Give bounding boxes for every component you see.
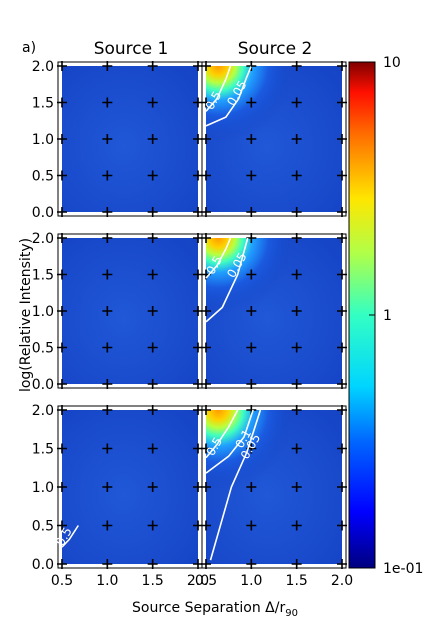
y-tick-label: 0.0 [32,205,54,221]
panel-row2-source2: 0.5 0.05 [201,233,347,389]
contour-0.05 [205,65,253,127]
grid-cross [246,342,257,353]
grid-cross [147,97,158,108]
grid-cross [102,170,113,181]
x-tick-label: 2.0 [331,573,353,589]
x-tick-label: 2.0 [187,573,209,589]
grid-cross [246,97,257,108]
y-tick-label: 0.0 [32,377,54,393]
y-tick-label: 0.5 [32,519,54,535]
grid-cross [147,482,158,492]
x-tick-label: 0.5 [51,573,73,589]
grid-cross [291,342,302,353]
grid-cross [246,134,257,144]
y-axis-label: log(Relative Intensity) [18,238,34,392]
grid-cross [246,306,257,316]
grid-cross [291,443,302,454]
y-tick-label: 2.0 [32,403,54,419]
grid-cross [246,269,257,280]
panel-label: a) [22,40,36,56]
colorbar-tick-label: 1e-01 [383,561,423,577]
y-tick-label: 1.0 [32,480,54,496]
grid-cross [147,520,158,531]
hotspot [206,238,288,319]
x-axes: 0.5 1.0 1.5 2.00.5 1.0 1.5 2.0 [51,573,353,589]
contour-0.05 [209,409,262,561]
grid-cross [147,342,158,353]
colorbar-tick-label: 1 [383,308,392,324]
y-tick-label: 0.5 [32,169,54,185]
y-axes: 0.0 0.5 1.0 1.5 2.0 0.0 0.5 1.0 1.5 2.0 0.0 0.5 1.0 1… [32,59,54,573]
grid-cross [246,520,257,531]
column-title-source-2: Source 2 [238,39,313,59]
heatmap-field [62,410,198,564]
colorbar-ticks: 10 1 1e-01 [369,55,423,577]
grid-cross [291,520,302,531]
contour-0.05 [205,237,249,323]
grid-cross [291,170,302,181]
grid-cross [102,482,113,492]
grid-cross [291,97,302,108]
grid-cross [147,443,158,454]
heatmap-field [62,66,198,212]
y-tick-label: 2.0 [32,231,54,247]
x-tick-label: 1.5 [286,573,308,589]
panel-row2-source1 [57,233,203,389]
hotspot [206,66,288,147]
y-tick-label: 1.5 [32,96,54,112]
grid-cross [102,342,113,353]
contour-0.5 [205,65,232,112]
grid-cross [291,134,302,144]
grid-cross [147,269,158,280]
contour-0.5 [205,237,232,279]
contour-0.1 [205,409,254,474]
y-tick-label: 2.0 [32,59,54,75]
grid-cross [102,134,113,144]
grid-cross [102,97,113,108]
panel-row3-source1: 0.5 [53,405,203,569]
panel-row1-source2: 0.5 0.05 [201,61,347,217]
y-tick-label: 0.0 [32,557,54,573]
grid-cross [147,170,158,181]
grid-cross [102,306,113,316]
x-tick-label: 1.0 [96,573,118,589]
contour-0.5 [61,525,79,548]
grid-cross [291,482,302,492]
contour-0.5 [205,409,239,459]
colorbar-tick-label: 10 [383,55,401,71]
y-tick-label: 0.5 [32,341,54,357]
panel-row1-source1 [57,61,203,217]
x-axis-label: Source Separation Δ/r90 [132,600,298,619]
grid-cross [246,170,257,181]
grid-cross [102,269,113,280]
grid-cross [246,482,257,492]
colorbar: 10 1 1e-01 [348,55,423,577]
grid-cross [147,306,158,316]
x-tick-label: 0.5 [195,573,217,589]
grid-cross [102,443,113,454]
grid-cross [147,134,158,144]
panel-row3-source2: 0.5 0.10.05 [201,405,347,569]
y-tick-label: 1.5 [32,268,54,284]
heatmap-field [62,238,198,384]
x-tick-label: 1.5 [142,573,164,589]
y-tick-label: 1.0 [32,132,54,148]
heatmap-panels: 0.5 0.05 0.5 0.05 0.50.5 0.10.05 [53,61,347,569]
x-tick-label: 1.0 [240,573,262,589]
y-tick-label: 1.5 [32,442,54,458]
y-tick-label: 1.0 [32,304,54,320]
column-title-source-1: Source 1 [94,39,169,59]
grid-cross [291,306,302,316]
grid-cross [291,269,302,280]
grid-cross [102,520,113,531]
